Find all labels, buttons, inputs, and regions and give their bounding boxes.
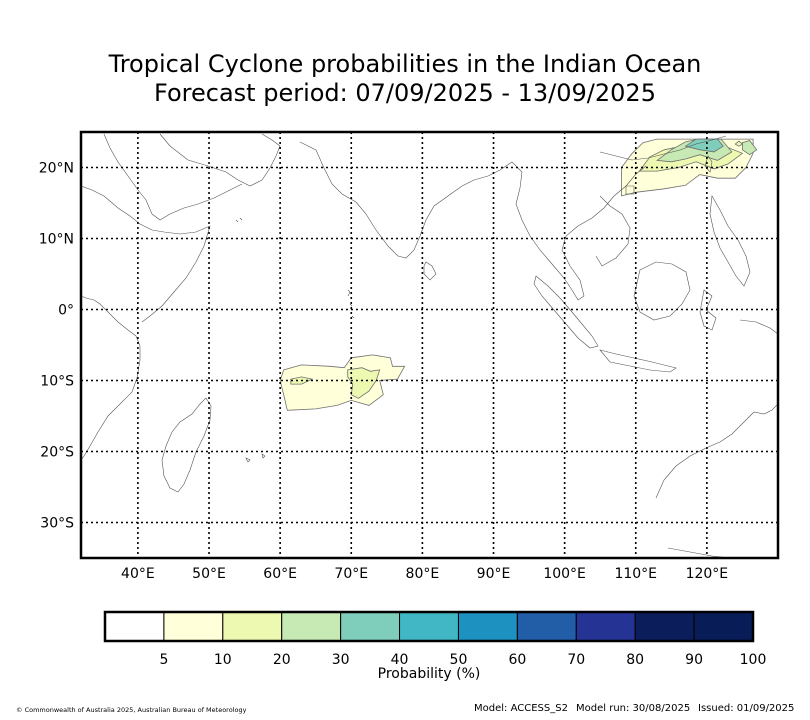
coastline-maldives bbox=[347, 289, 355, 319]
coastline-seychelles bbox=[235, 217, 243, 223]
probability-region-1 bbox=[347, 367, 381, 399]
model-run-date: Model run: 30/08/2025 bbox=[576, 703, 691, 714]
x-tick-label: 60°E bbox=[263, 566, 297, 582]
colorbar-swatch bbox=[163, 611, 224, 642]
model-name: Model: ACCESS_S2 bbox=[474, 703, 568, 714]
y-tick-label: 10°S bbox=[40, 374, 74, 390]
map-frame bbox=[79, 130, 780, 560]
y-tick-label: 30°S bbox=[40, 516, 74, 532]
coastline-horn-of-africa bbox=[81, 185, 211, 323]
colorbar-tick-label: 80 bbox=[626, 652, 644, 668]
coastline-sumatra bbox=[533, 275, 599, 349]
x-tick-label: 100°E bbox=[543, 566, 586, 582]
colorbar-swatch bbox=[340, 611, 401, 642]
x-tick-label: 70°E bbox=[334, 566, 368, 582]
colorbar-swatch bbox=[222, 611, 283, 642]
colorbar-tick-label: 20 bbox=[273, 652, 291, 668]
probability-region-0 bbox=[279, 354, 406, 411]
coastline-sri-lanka bbox=[423, 261, 437, 281]
x-tick-label: 90°E bbox=[477, 566, 511, 582]
probability-region-6 bbox=[684, 138, 724, 153]
issued-date: Issued: 01/09/2025 bbox=[698, 703, 795, 714]
x-tick-label: 120°E bbox=[686, 566, 729, 582]
coastlines bbox=[81, 133, 778, 558]
coastline-myanmar-thailand bbox=[487, 161, 647, 301]
y-tick-labels: 20°N 10°N 0° 10°S 20°S 30°S bbox=[39, 161, 74, 532]
coastline-java bbox=[599, 349, 677, 373]
colorbar-tick-label: 10 bbox=[214, 652, 232, 668]
copyright-notice: © Commonwealth of Australia 2025, Austra… bbox=[16, 706, 247, 714]
colorbar-swatch bbox=[457, 611, 518, 642]
colorbar-swatch bbox=[516, 611, 577, 642]
coastline-madagascar bbox=[161, 397, 212, 493]
coastline-africa bbox=[81, 295, 141, 461]
coastline-borneo bbox=[633, 261, 691, 321]
colorbar-frame bbox=[103, 610, 755, 643]
coastline-sulawesi bbox=[699, 289, 717, 331]
y-tick-label: 10°N bbox=[39, 232, 74, 248]
colorbar-swatch bbox=[281, 611, 342, 642]
colorbar-tick-label: 60 bbox=[508, 652, 526, 668]
colorbar-tick-label: 40 bbox=[391, 652, 409, 668]
x-tick-labels: 40°E 50°E 60°E 70°E 80°E 90°E 100°E 110°E 120°E bbox=[121, 566, 728, 582]
coastline-china bbox=[599, 135, 727, 161]
map-background bbox=[81, 132, 778, 558]
x-tick-label: 50°E bbox=[192, 566, 226, 582]
colorbar-swatch bbox=[399, 611, 459, 642]
coastline-red-sea bbox=[103, 133, 243, 221]
x-tick-label: 110°E bbox=[614, 566, 657, 582]
colorbar-label: Probability (%) bbox=[378, 666, 481, 682]
colorbar-swatch bbox=[693, 611, 754, 642]
chart-subtitle: Forecast period: 07/09/2025 - 13/09/2025 bbox=[154, 79, 656, 107]
colorbar bbox=[103, 610, 755, 643]
colorbar-tick-label: 100 bbox=[740, 652, 767, 668]
probability-region-8 bbox=[734, 140, 744, 147]
coastline-india bbox=[299, 141, 489, 259]
colorbar-tick-label: 5 bbox=[159, 652, 168, 668]
colorbar-swatch bbox=[104, 611, 165, 642]
colorbar-tick-label: 30 bbox=[332, 652, 350, 668]
coastline-philippines bbox=[709, 195, 751, 287]
x-tick-label: 40°E bbox=[121, 566, 155, 582]
coastline-new-guinea bbox=[739, 319, 778, 335]
colorbar-swatch bbox=[634, 611, 695, 642]
graticule bbox=[81, 132, 778, 558]
coastline-hainan bbox=[625, 185, 635, 195]
colorbar-tick-label: 70 bbox=[567, 652, 585, 668]
chart-title: Tropical Cyclone probabilities in the In… bbox=[108, 50, 702, 78]
coastline-australia bbox=[655, 403, 778, 499]
coastline-taiwan bbox=[704, 155, 713, 173]
coastline-arabia bbox=[159, 133, 281, 187]
coastline-vietnam bbox=[595, 195, 631, 267]
x-tick-label: 80°E bbox=[406, 566, 440, 582]
coastline-mauritius bbox=[245, 453, 266, 463]
colorbar-tick-labels: 5 10 20 30 40 50 60 70 80 90 100 bbox=[159, 652, 766, 668]
colorbar-tick-label: 50 bbox=[450, 652, 468, 668]
y-tick-label: 0° bbox=[58, 303, 74, 319]
y-tick-label: 20°N bbox=[39, 161, 74, 177]
colorbar-swatch bbox=[575, 611, 636, 642]
y-tick-label: 20°S bbox=[40, 445, 74, 461]
colorbar-tick-label: 90 bbox=[685, 652, 703, 668]
